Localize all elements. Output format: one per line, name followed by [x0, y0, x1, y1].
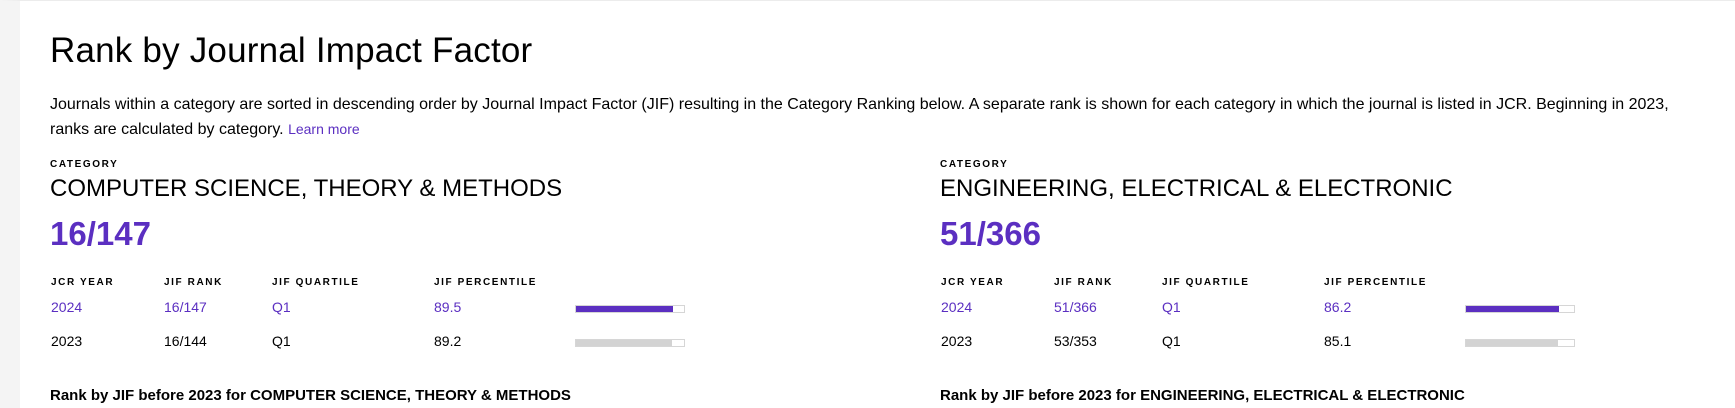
column-header-jif-quartile: JIF QUARTILE	[1162, 277, 1250, 288]
percentile-bar-fill	[1466, 340, 1558, 346]
page-title: Rank by Journal Impact Factor	[50, 31, 533, 70]
percentile-bar-fill	[576, 340, 673, 346]
row-percentile: 85.1	[1324, 333, 1352, 349]
column-header-jcr-year: JCR YEAR	[941, 277, 1005, 288]
percentile-bar	[1465, 305, 1575, 313]
column-header-jcr-year: JCR YEAR	[51, 277, 115, 288]
column-header-jif-rank: JIF RANK	[164, 277, 223, 288]
row-percentile: 89.2	[434, 333, 462, 349]
percentile-bar	[575, 339, 685, 347]
percentile-bar-fill	[1466, 306, 1560, 312]
row-year-link[interactable]: 2024	[941, 299, 973, 315]
description: Journals within a category are sorted in…	[50, 93, 1710, 142]
row-year: 2023	[941, 333, 973, 349]
column-header-jif-rank: JIF RANK	[1054, 277, 1113, 288]
row-rank: 53/353	[1054, 333, 1097, 349]
column-header-jif-percentile: JIF PERCENTILE	[1324, 277, 1427, 288]
category-label: CATEGORY	[940, 159, 1009, 170]
rank-before-2023-heading[interactable]: Rank by JIF before 2023 for COMPUTER SCI…	[50, 387, 571, 404]
percentile-bar	[575, 305, 685, 313]
row-quartile-link[interactable]: Q1	[272, 299, 291, 315]
row-percentile-link[interactable]: 86.2	[1324, 299, 1352, 315]
category-rank: 16/147	[50, 215, 151, 252]
description-text: Journals within a category are sorted in…	[50, 96, 1669, 138]
category-panel-computer-science: CATEGORY COMPUTER SCIENCE, THEORY & METH…	[50, 159, 750, 408]
row-rank-link[interactable]: 16/147	[164, 299, 207, 315]
column-header-jif-percentile: JIF PERCENTILE	[434, 277, 537, 288]
row-quartile-link[interactable]: Q1	[1162, 299, 1181, 315]
percentile-bar-fill	[576, 306, 673, 312]
category-name: ENGINEERING, ELECTRICAL & ELECTRONIC	[940, 175, 1453, 202]
category-label: CATEGORY	[50, 159, 119, 170]
learn-more-link[interactable]: Learn more	[288, 121, 360, 137]
category-panel-engineering: CATEGORY ENGINEERING, ELECTRICAL & ELECT…	[940, 159, 1640, 408]
row-percentile-link[interactable]: 89.5	[434, 299, 462, 315]
row-rank-link[interactable]: 51/366	[1054, 299, 1097, 315]
row-quartile: Q1	[272, 333, 291, 349]
row-rank: 16/144	[164, 333, 207, 349]
category-rank: 51/366	[940, 215, 1041, 252]
row-quartile: Q1	[1162, 333, 1181, 349]
row-year: 2023	[51, 333, 83, 349]
row-year-link[interactable]: 2024	[51, 299, 83, 315]
percentile-bar	[1465, 339, 1575, 347]
rank-before-2023-heading[interactable]: Rank by JIF before 2023 for ENGINEERING,…	[940, 387, 1465, 404]
column-header-jif-quartile: JIF QUARTILE	[272, 277, 360, 288]
category-name: COMPUTER SCIENCE, THEORY & METHODS	[50, 175, 563, 202]
